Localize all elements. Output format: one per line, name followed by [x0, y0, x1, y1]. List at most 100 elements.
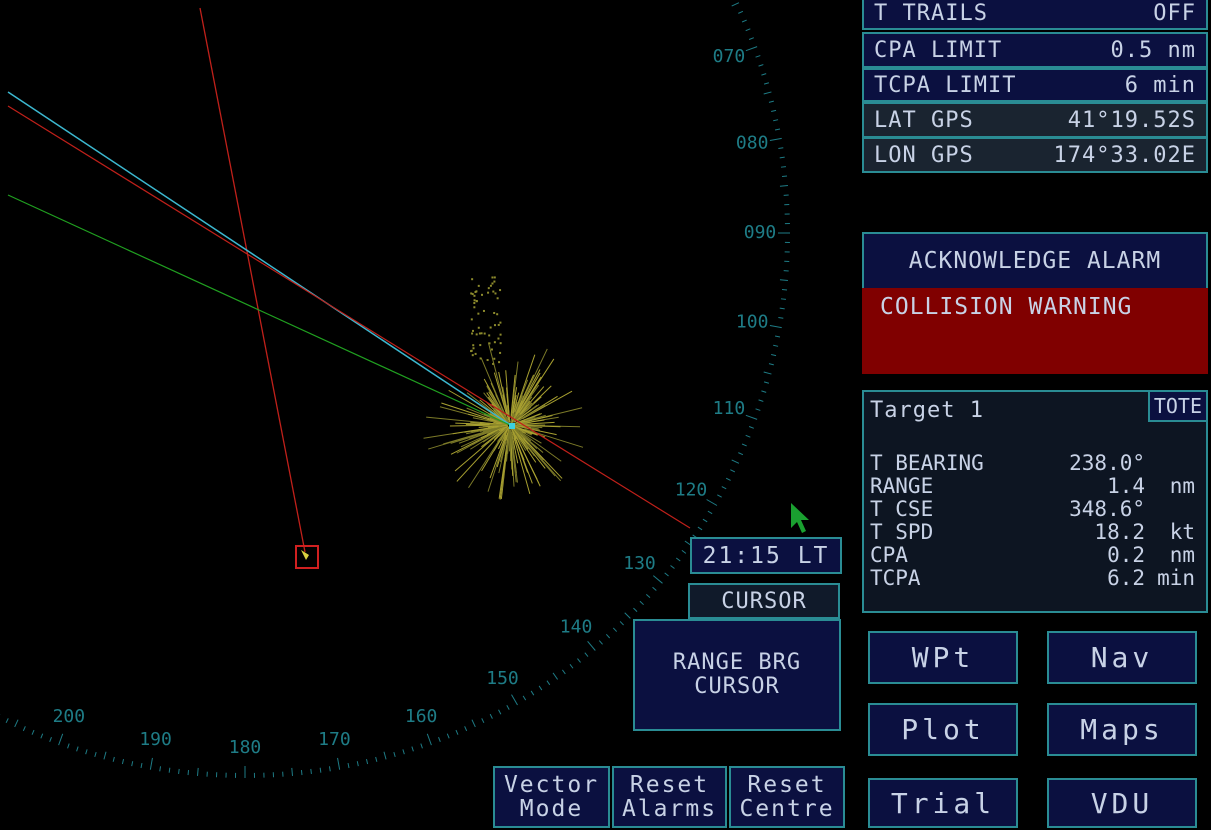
target-row: T BEARING238.0° [870, 452, 1200, 475]
echo-speck [492, 291, 494, 293]
echo-speck [498, 361, 500, 363]
ring-tick [665, 573, 669, 576]
ring-tick [732, 460, 739, 463]
bearing-label: 100 [736, 311, 769, 332]
ring-tick [499, 710, 501, 714]
ring-tick [539, 686, 542, 690]
ring-tick [646, 594, 650, 597]
ring-tick [357, 761, 358, 766]
target-marker [509, 423, 515, 429]
echo-speck [491, 348, 493, 350]
echo-speck [493, 281, 495, 283]
ring-tick [104, 752, 106, 760]
tote-button[interactable]: TOTE [1148, 390, 1208, 422]
ring-tick [749, 427, 754, 429]
echo-streak [488, 342, 505, 410]
ring-tick [403, 749, 404, 754]
ring-tick [732, 3, 739, 6]
target-value: 238.0° [1035, 452, 1145, 475]
ring-tick [653, 587, 657, 590]
echo-speck [477, 313, 479, 315]
ring-tick [6, 718, 8, 722]
ring-tick [707, 500, 717, 506]
echo-speck [471, 333, 473, 335]
ring-tick [412, 747, 414, 752]
ring-tick [769, 101, 774, 102]
echo-speck [496, 313, 498, 315]
echo-speck [473, 295, 475, 297]
ring-tick [771, 110, 776, 111]
ring-tick [292, 768, 293, 776]
ring-tick [50, 737, 52, 742]
target-value: 1.4 [1035, 475, 1145, 498]
echo-speck [472, 293, 474, 295]
echo-speck [493, 312, 495, 314]
echo-speck [481, 294, 483, 296]
bearing-label: 120 [675, 480, 708, 501]
ring-tick [780, 308, 785, 309]
ring-tick [570, 664, 573, 668]
ring-tick [160, 766, 161, 771]
echo-speck [500, 342, 502, 344]
setting-row: T TRAILSOFF [862, 0, 1208, 30]
ring-tick [625, 613, 631, 619]
ring-tick [86, 749, 87, 754]
menu-button[interactable]: Trial [868, 778, 1018, 828]
target-title: Target 1 [870, 398, 984, 423]
bearing-label: 150 [486, 668, 519, 689]
acknowledge-alarm-button[interactable]: ACKNOWLEDGE ALARM [862, 232, 1208, 290]
button-line: Alarms [622, 797, 717, 821]
setting-value: 41°19.52S [1068, 108, 1196, 133]
target-row: T CSE348.6° [870, 498, 1200, 521]
ring-tick [764, 372, 772, 374]
button-line: Mode [520, 797, 583, 821]
echo-speck [474, 299, 476, 301]
ring-tick [132, 761, 133, 766]
ring-tick [764, 83, 769, 84]
ring-tick [764, 92, 772, 94]
echo-speck [479, 332, 481, 334]
vector-line [8, 92, 512, 426]
echo-speck [493, 358, 495, 360]
target-unit: kt [1145, 521, 1195, 544]
menu-button[interactable]: VDU [1047, 778, 1197, 828]
echo-speck [472, 354, 474, 356]
ring-tick [730, 470, 734, 472]
ring-tick [562, 670, 565, 674]
bearing-label: 200 [53, 706, 86, 727]
target-unit: nm [1145, 544, 1195, 567]
menu-button[interactable]: Nav [1047, 631, 1197, 684]
bearing-label: 110 [713, 398, 746, 419]
ring-tick [653, 576, 662, 584]
ring-tick [746, 435, 751, 437]
ring-tick [447, 734, 449, 739]
ring-tick [780, 157, 785, 158]
target-value: 348.6° [1035, 498, 1145, 521]
ring-tick [726, 478, 730, 480]
echo-speck [472, 344, 474, 346]
ring-tick [512, 695, 518, 705]
ring-tick [553, 673, 558, 680]
menu-button[interactable]: Plot [868, 703, 1018, 756]
button-line: Centre [739, 797, 834, 821]
ring-tick [746, 47, 757, 51]
menu-button[interactable]: Maps [1047, 703, 1197, 756]
ring-tick [782, 176, 787, 177]
button-line: Vector [504, 773, 599, 797]
echo-speck [498, 324, 500, 326]
echo-speck [476, 300, 478, 302]
ring-tick [633, 608, 637, 611]
ring-tick [738, 11, 743, 13]
ring-tick [746, 29, 751, 31]
radar-screen: { "bearing_ring": {"labels": ["070", "08… [0, 0, 1211, 830]
echo-speck [471, 278, 473, 280]
target-label: T SPD [870, 521, 1035, 544]
menu-button[interactable]: WPt [868, 631, 1018, 684]
ring-tick [198, 768, 199, 776]
ring-tick [588, 641, 596, 650]
